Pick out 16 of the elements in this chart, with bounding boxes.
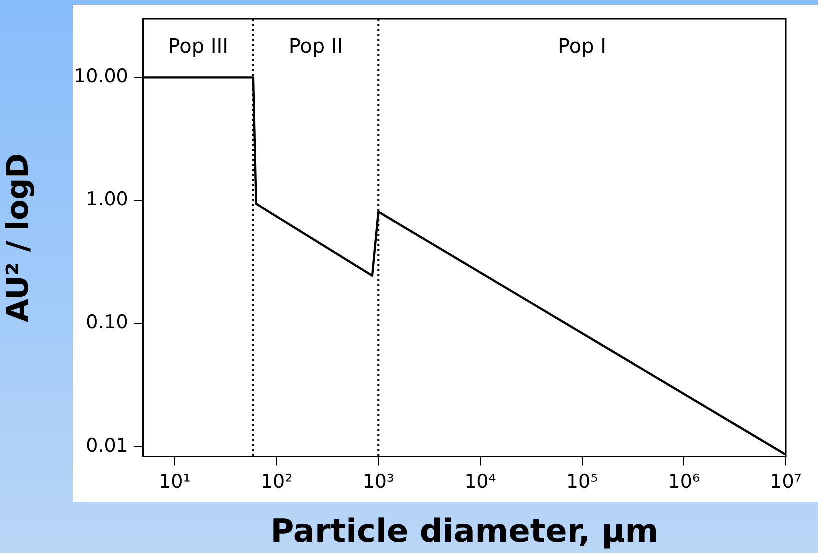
y-tick-label: 0.10 (86, 312, 128, 334)
y-tick-label: 0.01 (86, 434, 128, 457)
x-axis-title: Particle diameter, μm (270, 512, 659, 550)
y-tick-label: 10.00 (74, 66, 128, 88)
annotation: Pop I (558, 34, 607, 58)
x-tick-label: 10⁷ (770, 471, 802, 494)
annotation: Pop III (168, 34, 229, 58)
x-tick-label: 10⁴ (464, 471, 497, 494)
x-tick-label: 10⁶ (668, 471, 700, 494)
x-tick-label: 10¹ (159, 471, 191, 494)
y-axis-title: AU² / logD (0, 153, 36, 322)
annotation: Pop II (288, 34, 344, 58)
x-tick-label: 10² (260, 471, 293, 494)
y-tick-label: 1.00 (86, 188, 128, 211)
x-tick-label: 10³ (362, 471, 395, 494)
x-tick-label: 10⁵ (566, 471, 598, 494)
